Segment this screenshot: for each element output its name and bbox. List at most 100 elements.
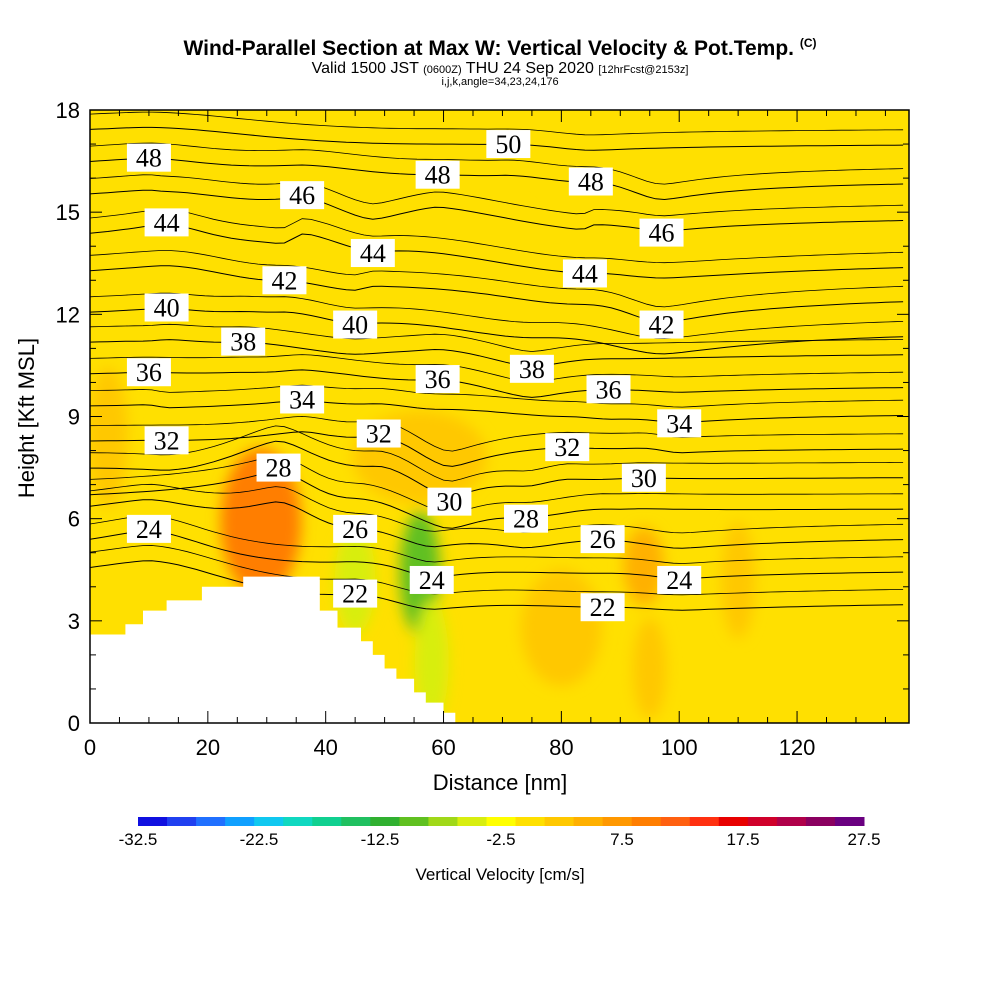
colorbar-swatch	[689, 817, 720, 826]
theta-label-text: 44	[360, 239, 386, 268]
theta-contour	[90, 174, 904, 217]
y-axis-label: Height [Kft MSL]	[14, 338, 39, 498]
chart-title: Wind-Parallel Section at Max W: Vertical…	[183, 36, 817, 60]
y-tick-label: 18	[56, 98, 80, 123]
colorbar-swatch	[660, 817, 691, 826]
theta-contour	[90, 250, 904, 308]
theta-contour	[90, 142, 904, 185]
theta-label: 50	[486, 130, 531, 159]
theta-label-text: 40	[154, 294, 180, 323]
colorbar-tick-label: 17.5	[726, 830, 759, 849]
theta-label-text: 40	[342, 311, 368, 340]
theta-label-text: 36	[425, 365, 451, 394]
velocity-cell	[220, 448, 302, 596]
colorbar-tick-label: -22.5	[240, 830, 279, 849]
theta-label: 22	[580, 593, 625, 622]
colorbar-swatch	[312, 817, 342, 826]
colorbar-swatch	[747, 817, 778, 826]
theta-contour	[90, 431, 904, 467]
colorbar-swatch	[370, 817, 400, 826]
theta-label-text: 24	[419, 566, 445, 595]
theta-contour	[90, 530, 904, 580]
x-tick-label: 120	[779, 735, 816, 760]
theta-label: 46	[639, 218, 684, 248]
terrain	[90, 576, 456, 723]
theta-label-text: 32	[366, 420, 392, 449]
chart-parameters: i,j,k,angle=34,23,24,176	[441, 76, 559, 88]
velocity-cell	[793, 156, 848, 234]
theta-label: 44	[350, 239, 395, 268]
theta-label-text: 46	[649, 219, 675, 248]
theta-label: 28	[504, 504, 549, 534]
theta-contour	[90, 111, 904, 136]
theta-label: 40	[144, 293, 189, 323]
contour-labels: 48 50 48 48 46 46 44 44 44 42 42 40 40 38 38 36 36 36 34 34…	[126, 130, 702, 622]
velocity-cell	[632, 618, 667, 719]
velocity-cell	[90, 367, 128, 507]
theta-label: 34	[280, 385, 325, 414]
theta-label-text: 22	[590, 593, 616, 622]
x-tick-label: 100	[661, 735, 698, 760]
theta-contour	[90, 369, 904, 398]
colorbar-swatch	[718, 817, 749, 826]
theta-contour	[90, 208, 904, 264]
theta-label: 42	[639, 310, 684, 340]
colorbar-tick-label: 7.5	[610, 830, 634, 849]
theta-contour	[90, 323, 904, 352]
theta-contour	[90, 514, 904, 564]
x-tick-label: 60	[431, 735, 455, 760]
theta-label: 32	[144, 426, 189, 455]
y-tick-label: 6	[68, 507, 80, 532]
colorbar-swatch	[254, 817, 284, 826]
theta-label: 30	[427, 487, 472, 517]
colorbar-swatch	[573, 817, 604, 826]
theta-label: 24	[657, 565, 702, 595]
theta-contour	[90, 425, 904, 482]
theta-label-text: 48	[136, 144, 162, 173]
theta-contour	[90, 483, 904, 534]
theta-label: 42	[262, 266, 307, 295]
theta-contour	[90, 307, 904, 355]
colorbar-label: Vertical Velocity [cm/s]	[415, 865, 584, 884]
theta-label-text: 30	[436, 488, 462, 517]
theta-label: 40	[333, 310, 378, 340]
theta-contour	[90, 470, 904, 529]
colorbar-swatch	[196, 817, 226, 826]
theta-contour	[90, 455, 904, 514]
colorbar: -32.5 -22.5 -12.5 -2.5 7.5 17.5 27.5	[119, 817, 881, 849]
theta-contour	[90, 440, 904, 497]
theta-label: 32	[356, 419, 401, 449]
theta-label-text: 30	[631, 464, 657, 493]
theta-label-text: 42	[649, 311, 675, 340]
theta-label-text: 32	[154, 426, 180, 455]
theta-label-text: 46	[289, 181, 315, 210]
theta-contour	[90, 265, 904, 323]
theta-label-text: 42	[271, 266, 297, 295]
theta-contour	[90, 499, 904, 549]
theta-label: 38	[221, 327, 266, 357]
colorbar-tick-label: -12.5	[361, 830, 400, 849]
theta-label-text: 26	[342, 515, 368, 544]
velocity-cell	[521, 569, 602, 686]
theta-label: 46	[280, 181, 325, 210]
colorbar-swatch	[631, 817, 662, 826]
theta-label-text: 28	[513, 505, 539, 534]
x-tick-label: 20	[196, 735, 220, 760]
theta-label-text: 44	[572, 259, 598, 288]
colorbar-swatch	[776, 817, 807, 826]
colorbar-tick-label: -2.5	[486, 830, 515, 849]
theta-label-text: 34	[289, 385, 315, 414]
theta-contour	[90, 545, 904, 596]
theta-label-text: 26	[590, 525, 616, 554]
theta-label: 24	[126, 514, 171, 544]
theta-label-text: 44	[154, 208, 180, 237]
theta-label-text: 32	[554, 433, 580, 462]
y-tick-label: 9	[68, 405, 80, 430]
theta-contour	[90, 384, 904, 408]
theta-label: 30	[621, 463, 666, 493]
theta-label-text: 48	[425, 161, 451, 190]
colorbar-swatch	[225, 817, 255, 826]
velocity-cell	[721, 521, 755, 639]
